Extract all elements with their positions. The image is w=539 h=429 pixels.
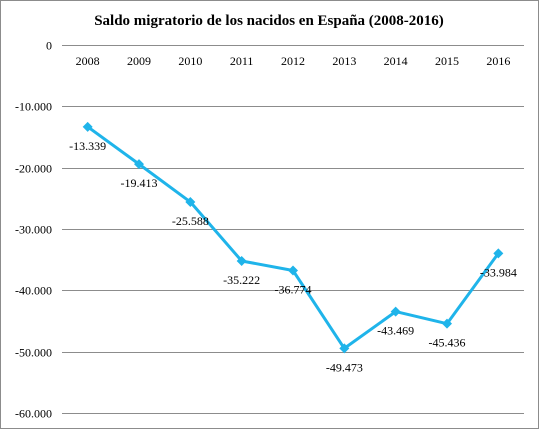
x-tick-label: 2016	[486, 54, 510, 68]
data-labels: -13.339 -19.413 -25.588 -35.222 -36.774 -49.4…	[69, 139, 517, 375]
series-line	[86, 125, 500, 350]
x-tick-label: 2011	[230, 54, 254, 68]
data-point-marker	[390, 306, 401, 317]
chart-title: Saldo migratorio de los nacidos en Españ…	[94, 13, 444, 29]
data-label: -35.222	[223, 273, 260, 287]
data-point-marker	[82, 121, 93, 132]
y-tick-label: -60.000	[15, 407, 52, 421]
x-tick-label: 2014	[384, 54, 408, 68]
data-point-marker	[236, 256, 247, 267]
x-tick-label: 2015	[435, 54, 459, 68]
data-label: -36.774	[275, 283, 312, 297]
y-axis-ticks: 0 -10.000 -20.000 -30.000 -40.000 -50.000 -60.…	[15, 39, 52, 421]
y-tick-label: -10.000	[15, 100, 52, 114]
data-point-marker	[185, 196, 196, 207]
series-layer	[82, 121, 504, 354]
data-label: -33.984	[480, 265, 517, 279]
data-point-marker	[339, 343, 350, 354]
y-tick-label: -50.000	[15, 346, 52, 360]
data-point-marker	[493, 248, 504, 259]
y-tick-label: 0	[46, 39, 52, 53]
data-point-marker	[288, 265, 298, 276]
y-tick-label: -20.000	[15, 162, 52, 176]
data-label: -25.588	[172, 214, 209, 228]
data-label: -43.469	[377, 324, 414, 338]
x-tick-label: 2013	[332, 54, 356, 68]
data-label: -13.339	[69, 139, 106, 153]
x-tick-label: 2008	[76, 54, 100, 68]
y-tick-label: -30.000	[15, 223, 52, 237]
data-point-marker	[442, 318, 452, 329]
x-axis-ticks: 2008 2009 2010 2011 2012 2013 2014 2015 2016	[76, 54, 511, 68]
y-tick-label: -40.000	[15, 284, 52, 298]
data-label: -49.473	[326, 360, 363, 374]
x-tick-label: 2009	[127, 54, 151, 68]
gridlines	[62, 45, 524, 414]
data-point-marker	[134, 159, 144, 170]
data-label: -19.413	[121, 176, 158, 190]
x-tick-label: 2010	[178, 54, 202, 68]
x-tick-label: 2012	[281, 54, 305, 68]
data-label: -45.436	[429, 336, 466, 350]
